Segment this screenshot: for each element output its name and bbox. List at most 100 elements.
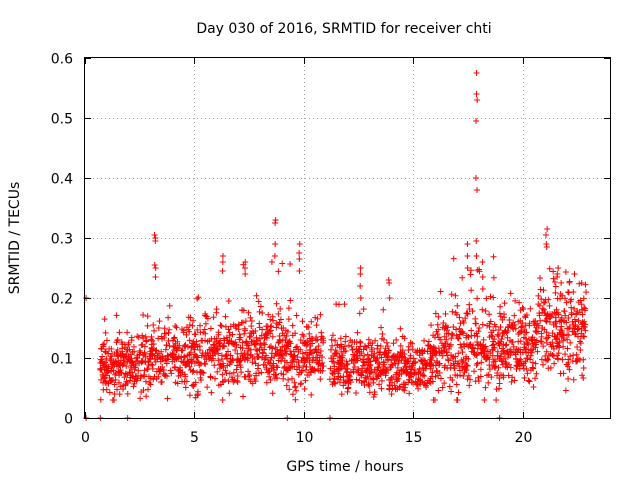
data-point (287, 348, 294, 355)
data-point (547, 364, 554, 371)
data-point (441, 364, 448, 371)
data-point (538, 296, 545, 303)
data-point (436, 360, 443, 367)
data-point (202, 320, 209, 327)
data-point (266, 373, 273, 380)
data-point (507, 351, 514, 358)
data-point (363, 375, 370, 382)
data-point (533, 370, 540, 377)
data-point (454, 302, 461, 309)
data-point (242, 259, 249, 265)
y-tick-label: 0.4 (51, 172, 73, 188)
data-point (357, 295, 364, 301)
data-point (573, 351, 580, 358)
data-point (129, 358, 136, 365)
data-point (441, 380, 448, 387)
data-point (490, 294, 497, 301)
data-point (296, 241, 303, 247)
data-point (266, 344, 273, 351)
data-point (317, 311, 324, 318)
data-point (560, 337, 567, 344)
data-point (374, 355, 381, 362)
data-point (151, 232, 158, 238)
data-point (540, 287, 547, 294)
data-point (527, 356, 534, 363)
data-point (527, 352, 534, 359)
data-point (172, 322, 179, 329)
data-point (148, 361, 155, 368)
data-point (581, 318, 588, 325)
data-point (560, 343, 567, 350)
data-point (543, 348, 550, 355)
data-point (537, 286, 544, 293)
data-point (486, 323, 493, 330)
data-point (104, 369, 111, 376)
data-point (258, 369, 265, 376)
data-point (273, 375, 280, 382)
data-point (542, 232, 549, 238)
data-point (444, 327, 451, 334)
data-point (518, 327, 525, 334)
data-point (468, 327, 475, 334)
data-point (435, 387, 442, 394)
data-point (437, 288, 444, 295)
data-point (202, 330, 209, 337)
data-point (476, 268, 483, 275)
data-point (537, 317, 544, 324)
data-point (349, 346, 356, 353)
data-point (289, 391, 296, 398)
data-point (540, 306, 547, 313)
data-point (244, 351, 251, 358)
data-point (449, 376, 456, 383)
data-point (289, 375, 296, 382)
data-point (277, 337, 284, 344)
data-point (190, 317, 197, 324)
data-point (497, 338, 504, 345)
data-point (582, 327, 589, 334)
chart-title: Day 030 of 2016, SRMTID for receiver cht… (196, 21, 491, 37)
data-point (494, 348, 501, 355)
data-point (558, 323, 565, 330)
data-point (550, 342, 557, 349)
data-point (550, 268, 557, 275)
data-point (539, 305, 546, 312)
data-point (296, 256, 303, 262)
data-point (270, 360, 277, 367)
data-point (219, 397, 226, 403)
data-point (273, 300, 280, 307)
data-point (353, 376, 360, 383)
data-point (580, 364, 587, 371)
data-point (182, 373, 189, 380)
data-point (388, 391, 395, 398)
data-point (143, 338, 150, 345)
data-point (236, 358, 243, 365)
data-point (313, 346, 320, 353)
data-point (219, 253, 226, 259)
data-point (296, 268, 303, 274)
data-point (522, 335, 529, 342)
data-point (511, 321, 518, 328)
data-point (152, 265, 159, 271)
data-point (570, 288, 577, 295)
data-point (183, 378, 190, 385)
data-point (164, 395, 171, 402)
data-point (285, 316, 292, 323)
data-point (499, 332, 506, 339)
data-point (163, 342, 170, 349)
data-point (527, 305, 534, 312)
data-point (574, 307, 581, 314)
data-point (186, 322, 193, 329)
data-point (565, 289, 572, 296)
data-point (389, 379, 396, 386)
data-point (504, 334, 511, 341)
data-point (317, 347, 324, 354)
data-point (130, 343, 137, 350)
data-point (567, 353, 574, 360)
data-point (480, 336, 487, 343)
data-point (565, 332, 572, 339)
data-point (268, 259, 275, 266)
data-point (337, 335, 344, 342)
data-point (302, 367, 309, 374)
data-point (208, 389, 215, 396)
data-point (238, 369, 245, 376)
